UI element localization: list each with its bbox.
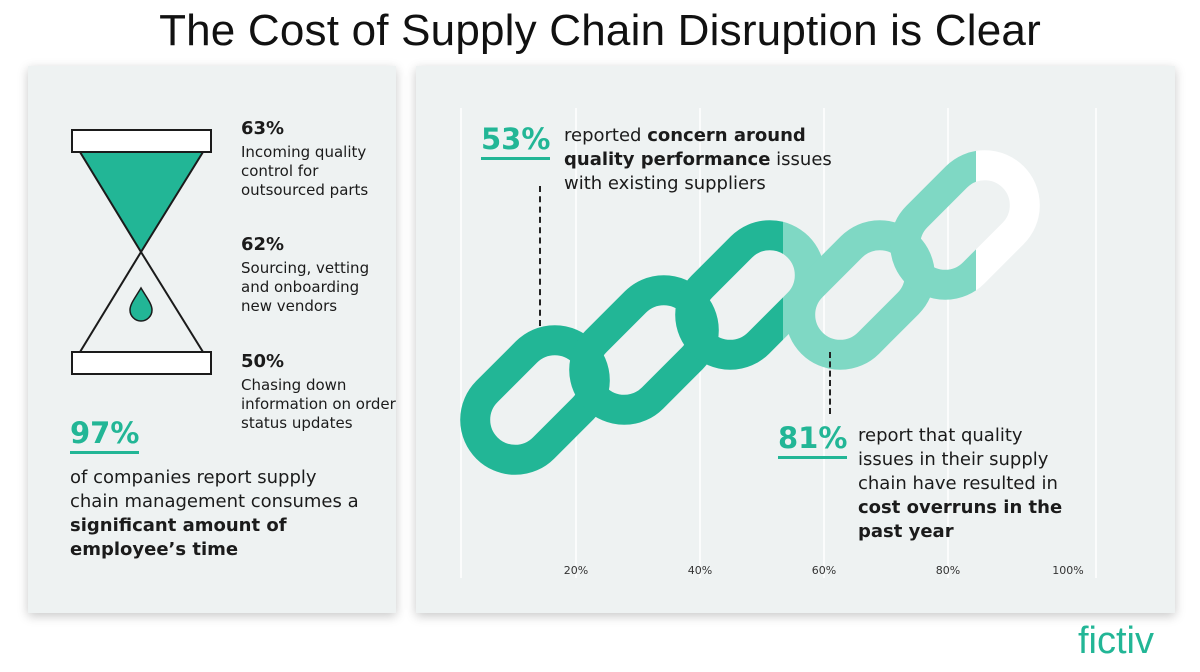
stat-62: 62% Sourcing, vetting and onboarding new… xyxy=(241,234,381,316)
stat-percent: 63% xyxy=(241,118,285,139)
stat-97-bold-text: significant amount of employee’s time xyxy=(70,515,287,560)
stat-description: Sourcing, vetting and onboarding new ven… xyxy=(241,259,370,315)
stat-53-text: reported xyxy=(564,125,648,146)
stat-81-text: report that quality issues in their supp… xyxy=(858,425,1058,494)
stat-description: Incoming quality control for outsourced … xyxy=(241,143,369,199)
stat-53-description: reported concern around quality performa… xyxy=(564,124,864,196)
axis-label-100: 100% xyxy=(1052,564,1084,577)
stat-81-description: report that quality issues in their supp… xyxy=(858,424,1083,544)
stat-description: Chasing down information on order status… xyxy=(241,376,396,432)
axis-label-60: 60% xyxy=(811,564,837,577)
stat-53-bold-text: concern around quality performance xyxy=(564,125,806,170)
stat-53-percent: 53% xyxy=(481,122,551,160)
stat-97-text: of companies report supply chain managem… xyxy=(70,467,359,512)
stat-percent: 62% xyxy=(241,234,285,255)
stat-97-percent: 97% xyxy=(70,416,140,454)
stat-percent: 50% xyxy=(241,351,285,372)
stat-53-text-end: issues with existing suppliers xyxy=(564,149,832,194)
stat-53-pointer xyxy=(539,186,541,326)
fictiv-logo: fictiv xyxy=(1078,620,1154,662)
stat-63: 63% Incoming quality control for outsour… xyxy=(241,118,391,200)
stat-81-percent: 81% xyxy=(778,421,848,459)
stat-97-description: of companies report supply chain managem… xyxy=(70,466,370,562)
axis-label-80: 80% xyxy=(935,564,961,577)
stat-50: 50% Chasing down information on order st… xyxy=(241,351,396,433)
stat-81-pointer xyxy=(829,352,831,414)
stat-81-bold-text: cost overruns in the past year xyxy=(858,497,1063,542)
axis-label-20: 20% xyxy=(563,564,589,577)
axis-label-40: 40% xyxy=(687,564,713,577)
page-title: The Cost of Supply Chain Disruption is C… xyxy=(159,6,1041,55)
